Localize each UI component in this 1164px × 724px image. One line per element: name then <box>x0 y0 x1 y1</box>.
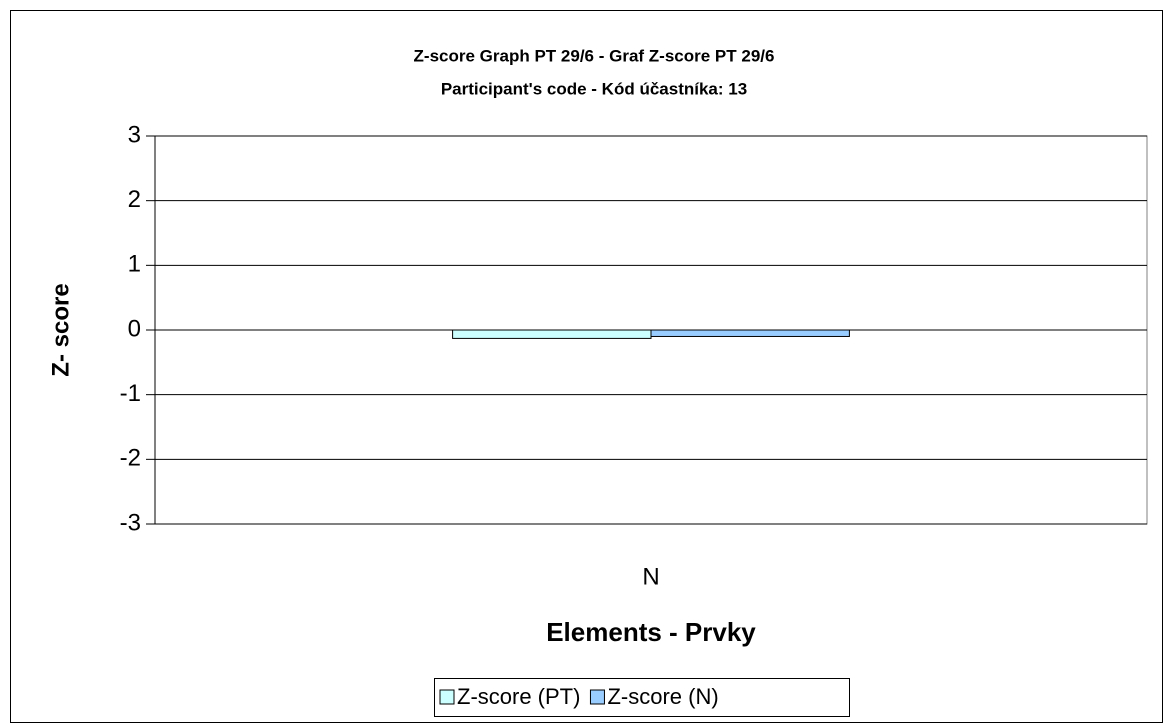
legend-label: Z-score (PT) <box>457 684 580 709</box>
chart-title: Z-score Graph PT 29/6 - Graf Z-score PT … <box>414 46 775 65</box>
legend-swatch <box>439 689 455 705</box>
y-tick-label: -2 <box>120 445 141 472</box>
y-tick-label: 3 <box>128 121 141 148</box>
chart-subtitle: Participant's code - Kód účastníka: 13 <box>441 79 747 98</box>
y-axis-title: Z- score <box>47 283 74 376</box>
bar <box>452 329 652 339</box>
y-tick-label: 0 <box>128 315 141 342</box>
legend-label: Z-score (N) <box>607 684 718 709</box>
x-axis-title: Elements - Prvky <box>546 617 756 647</box>
y-tick-label: 1 <box>128 251 141 278</box>
y-tick-label: 2 <box>128 186 141 213</box>
legend <box>434 678 850 717</box>
x-tick-label: N <box>642 563 659 590</box>
y-tick-label: -3 <box>120 509 141 536</box>
y-tick-label: -1 <box>120 380 141 407</box>
bar <box>650 329 850 337</box>
legend-swatch <box>589 689 605 705</box>
